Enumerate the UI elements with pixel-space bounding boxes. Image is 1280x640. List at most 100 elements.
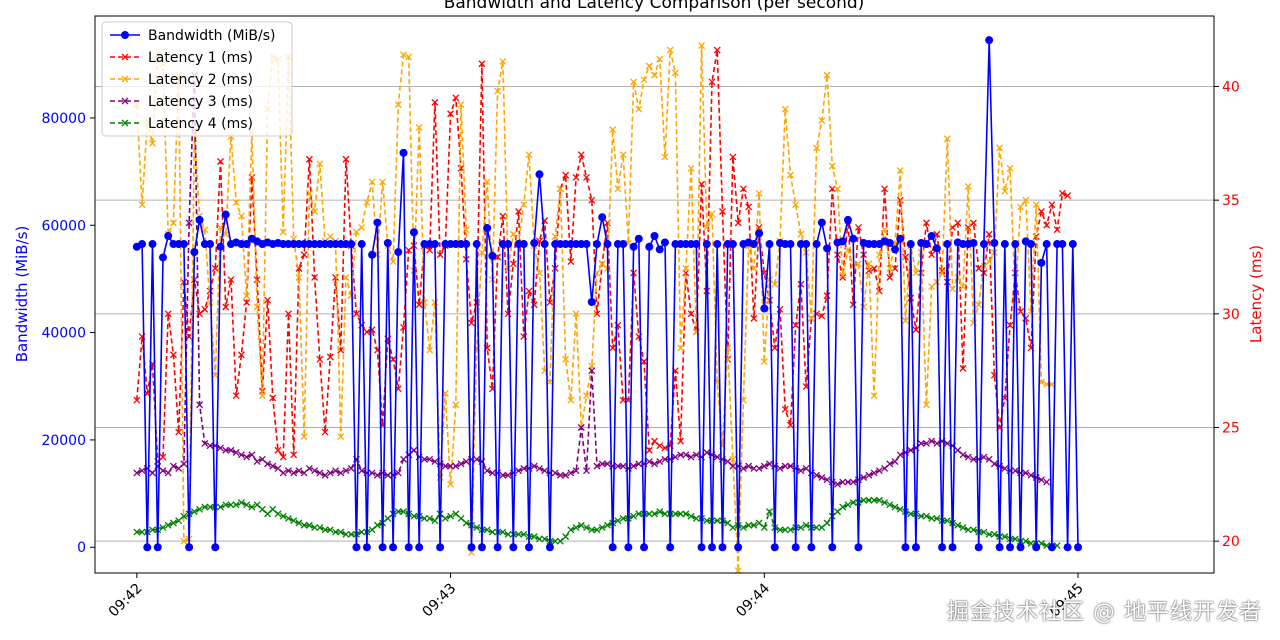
data-point: [227, 276, 235, 284]
series-2: [133, 42, 1056, 575]
data-point: [661, 455, 669, 463]
data-point: [891, 503, 899, 511]
data-point: [243, 453, 251, 461]
data-point: [530, 301, 538, 309]
data-point: [990, 460, 998, 468]
data-point: [562, 471, 570, 479]
data-point: [781, 526, 789, 534]
data-point: [551, 469, 559, 477]
data-point: [933, 439, 941, 447]
data-point: [718, 543, 727, 552]
data-point: [1048, 201, 1056, 209]
y-left-tick-label: 20000: [41, 433, 86, 449]
data-point: [478, 60, 486, 68]
data-point: [404, 543, 413, 552]
data-point: [462, 240, 471, 249]
data-point: [383, 238, 392, 247]
data-point: [839, 273, 847, 281]
data-point: [734, 219, 742, 227]
data-point: [1064, 192, 1072, 200]
data-point: [279, 512, 287, 520]
data-point: [1058, 240, 1067, 249]
data-point: [347, 464, 355, 472]
data-point: [828, 185, 836, 193]
data-point: [896, 234, 905, 243]
data-point: [891, 245, 900, 254]
data-point: [708, 78, 716, 86]
data-point: [1037, 208, 1045, 215]
data-point: [1011, 467, 1019, 475]
data-point: [290, 451, 298, 459]
data-point: [692, 451, 700, 459]
data-point: [504, 471, 512, 479]
data-point: [572, 467, 580, 475]
data-point: [886, 501, 894, 509]
data-point: [472, 240, 481, 249]
data-point: [922, 512, 930, 520]
data-point: [357, 240, 366, 249]
data-point: [232, 392, 240, 400]
data-point: [436, 251, 444, 259]
data-point: [326, 526, 334, 534]
data-point: [368, 250, 377, 259]
data-point: [1047, 543, 1056, 552]
data-point: [907, 446, 915, 454]
data-point: [865, 471, 873, 479]
data-point: [556, 471, 564, 479]
data-point: [698, 42, 706, 50]
data-point: [431, 458, 439, 466]
data-point: [279, 228, 287, 236]
data-point: [719, 208, 726, 215]
data-point: [990, 238, 999, 247]
data-point: [515, 208, 523, 215]
data-point: [813, 471, 821, 479]
data-point: [959, 451, 967, 459]
data-point: [143, 543, 152, 552]
data-point: [431, 298, 439, 306]
x-tick-label: 09:42: [106, 581, 146, 621]
data-point: [661, 510, 669, 518]
data-point: [817, 218, 826, 227]
data-point: [478, 248, 486, 256]
data-point: [651, 71, 658, 79]
y-left-label: Bandwidth (MiB/s): [13, 226, 31, 363]
data-point: [206, 442, 214, 450]
data-point: [875, 496, 883, 504]
data-point: [629, 242, 638, 251]
data-point: [227, 501, 235, 509]
data-point: [619, 151, 627, 159]
data-point: [227, 446, 235, 454]
data-point: [221, 210, 230, 219]
data-point: [149, 526, 156, 534]
data-point: [875, 467, 883, 475]
data-point: [295, 467, 303, 475]
data-point: [938, 543, 947, 552]
data-point: [222, 230, 230, 238]
data-point: [692, 240, 701, 249]
data-point: [881, 499, 889, 506]
data-point: [938, 269, 946, 277]
data-point: [347, 240, 356, 249]
data-point: [577, 424, 585, 431]
data-point: [849, 234, 858, 243]
data-point: [206, 240, 215, 249]
data-point: [488, 469, 496, 477]
data-point: [138, 201, 146, 209]
data-point: [311, 208, 319, 215]
data-point: [823, 476, 831, 484]
data-point: [818, 312, 826, 320]
data-point: [206, 503, 214, 511]
data-point: [749, 240, 758, 249]
data-point: [745, 203, 753, 211]
data-point: [473, 524, 481, 531]
data-point: [441, 514, 449, 522]
data-point: [818, 474, 826, 481]
data-point: [677, 344, 685, 352]
data-point: [786, 462, 794, 470]
data-point: [1001, 464, 1009, 472]
data-point: [253, 303, 261, 311]
data-point: [316, 524, 324, 531]
data-point: [452, 401, 460, 409]
data-point: [656, 508, 664, 516]
data-point: [400, 508, 407, 516]
